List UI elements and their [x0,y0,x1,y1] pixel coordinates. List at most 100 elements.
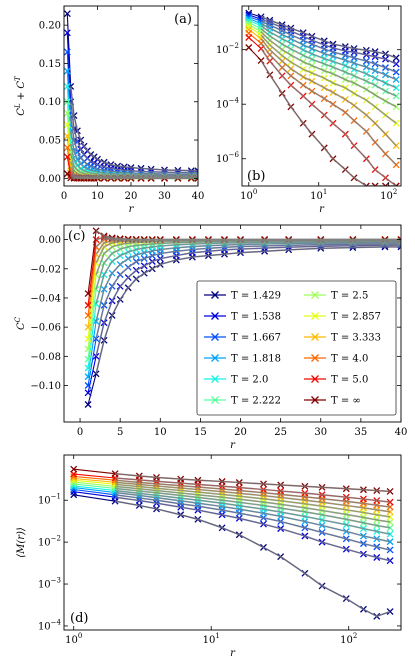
fit-curve-d-11 [115,472,391,493]
series-line-a-0 [66,13,198,172]
legend-item-5: T = 2.222 [204,396,281,407]
series-line-a-3 [66,71,198,177]
data-point-a-4-0 [64,82,71,90]
panel-c: 0 5 10 15 20 25 30 35 40 0.00 −0.02 −0.04 −0.06 −0.08… [14,224,408,451]
x-tick-label-c-3: 15 [194,427,207,438]
data-point-b-11-12 [371,182,379,186]
panel-a: 0 10 20 30 40 0.00 0.05 0.10 0.15 0.20 (a) r CL + CT [14,5,204,215]
data-point-b-7-0 [245,23,253,31]
data-point-a-9-0 [64,144,71,152]
data-point-d-3-15 [386,538,394,546]
fit-curve-b-9 [260,42,397,166]
x-tick-label-c-8: 40 [395,427,408,438]
data-point-c-10-0 [84,301,92,309]
x-axis-label-b: r [319,204,325,215]
y-tick-label-d-2: 10−2 [38,535,61,549]
data-point-d-0-15 [386,608,394,616]
legend-item-0: T = 1.429 [204,291,281,302]
fit-curve-d-3 [115,491,391,543]
fit-curve-b-0 [260,16,397,59]
plot-area-b [245,9,400,186]
x-tick-label-a-0: 0 [61,191,67,202]
y-tick-label-c-3: −0.06 [30,323,61,334]
x-tick-label-a-3: 30 [158,191,171,202]
legend-label-11: T = ∞ [331,396,361,407]
y-tick-label-c-5: −0.10 [30,381,61,392]
legend-marker-3 [211,354,219,362]
fit-curve-d-1 [114,496,391,562]
fit-curves-d [114,472,391,618]
fit-curve-b-4 [260,25,397,89]
legend-label-5: T = 2.222 [231,396,281,407]
data-point-c-7-0 [84,335,92,343]
fit-curve-b-2 [260,20,397,73]
data-point-b-11-13 [382,182,389,186]
ticks-a: 0 10 20 30 40 0.00 0.05 0.10 0.15 0.20 [39,6,204,202]
x-axis-label-c: r [230,440,236,451]
data-point-c-8-0 [84,323,92,331]
legend-item-11: T = ∞ [304,396,361,407]
y-tick-label-a-3: 0.15 [39,59,61,70]
fit-curve-b-7 [260,34,397,124]
y-tick-label-b-2: 10−2 [216,42,239,56]
legend-label-3: T = 1.818 [231,354,281,365]
fit-curve-c-3 [95,241,401,322]
y-tick-label-a-1: 0.05 [39,136,61,147]
fit-curve-c-11 [95,230,401,241]
data-point-d-2-15 [386,546,394,554]
legend-label-7: T = 2.857 [331,312,381,323]
fit-curve-c-4 [95,240,401,305]
legend-marker-5 [211,396,219,404]
legend-marker-4 [211,375,219,383]
data-point-a-8-0 [64,132,71,140]
legend-item-1: T = 1.538 [204,312,281,323]
fit-curve-b-6 [260,31,397,108]
y-tick-label-a-4: 0.20 [39,21,61,32]
x-tick-label-c-2: 10 [154,427,167,438]
x-tick-label-c-7: 35 [355,427,368,438]
y-tick-label-d-1: 10−3 [38,577,61,591]
y-axis-label-d: ⟨M(r)⟩ [16,527,27,558]
series-line-a-2 [66,51,198,176]
data-point-c-6-0 [84,345,92,353]
legend-marker-1 [211,312,219,320]
legend-label-6: T = 2.5 [331,291,368,302]
data-point-d-10-15 [386,498,394,506]
data-point-b-6-14 [392,103,400,111]
data-point-b-6-0 [245,20,253,28]
fit-curve-b-3 [260,22,397,81]
y-axis-label-a: CL + CT [14,75,27,116]
plot-area-a [64,10,198,182]
x-tick-label-a-1: 10 [91,191,104,202]
ticks-d: 100 101 102 10−4 10−3 10−2 10−1 [38,455,401,646]
x-tick-label-c-4: 20 [234,427,247,438]
fit-curve-c-2 [95,243,401,339]
fit-curves-b [260,16,397,186]
data-point-c-1-1 [92,352,100,360]
fit-curve-d-8 [115,481,391,513]
legend-marker-2 [211,333,219,341]
x-tick-label-c-0: 0 [77,427,83,438]
y-tick-label-b-0: 10−6 [216,151,240,165]
x-tick-label-b-2: 102 [380,188,397,202]
y-tick-label-c-0: 0.00 [39,235,61,246]
x-tick-label-a-2: 20 [125,191,138,202]
x-tick-label-d-1: 101 [203,632,220,646]
data-point-d-5-15 [386,524,394,532]
x-tick-label-d-2: 102 [340,632,357,646]
data-point-d-11-1 [111,470,119,478]
data-point-a-3-0 [64,67,71,75]
series-a-1 [64,29,198,177]
data-point-c-2-0 [84,382,92,389]
axes-frame-a [63,5,199,187]
panel-d: 100 101 102 10−4 10−3 10−2 10−1 (d) r ⟨M(r)⟩ [16,454,402,659]
legend: T = 1.429 T = 1.538 T = 1.667 T = 1.818 T = … [196,280,397,416]
y-tick-label-a-0: 0.00 [39,174,61,185]
panel-label-a: (a) [174,12,192,27]
fit-curve-a-3 [69,130,198,177]
legend-marker-0 [211,291,219,299]
y-tick-label-d-3: 10−1 [38,493,61,507]
data-point-d-11-15 [386,487,394,495]
panel-label-b: (b) [247,169,265,184]
data-point-a-2-0 [64,48,71,56]
